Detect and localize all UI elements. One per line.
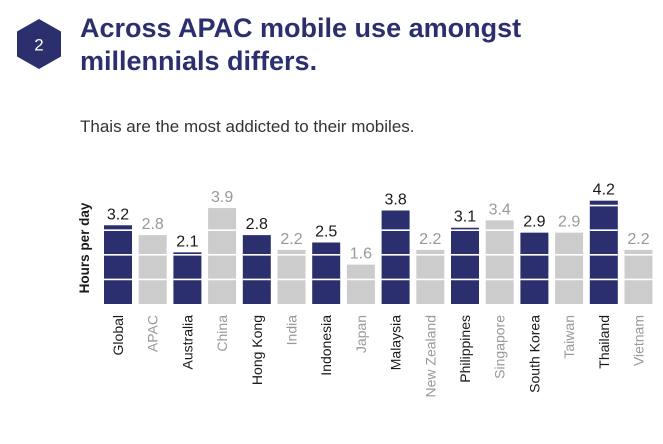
category-label: Hong Kong: [249, 315, 265, 385]
category-label: Global: [110, 315, 126, 355]
value-label: 2.2: [627, 231, 649, 248]
bar-china: [208, 208, 237, 304]
category-label: Malaysia: [388, 315, 404, 370]
bar-philippines: [451, 227, 479, 304]
value-label: 1.6: [350, 246, 372, 263]
category-label: New Zealand: [422, 315, 438, 398]
value-label: 4.2: [593, 182, 615, 199]
category-label: Australia: [179, 315, 195, 370]
value-label: 2.8: [246, 216, 268, 233]
value-label: 3.8: [384, 192, 406, 209]
bar-taiwan: [555, 232, 584, 304]
value-label: 2.9: [523, 214, 545, 231]
value-label: 2.1: [176, 233, 198, 250]
value-label: 2.2: [419, 231, 441, 248]
bar-vietnam: [624, 249, 653, 304]
bar-japan: [346, 264, 375, 304]
bar-australia: [173, 252, 202, 304]
category-label: Philippines: [457, 315, 473, 383]
bar-malaysia: [381, 210, 410, 304]
value-label: 2.8: [142, 216, 164, 233]
category-label: Taiwan: [561, 315, 577, 359]
category-label: Japan: [353, 315, 369, 353]
value-label: 3.2: [107, 206, 129, 223]
category-label: Thailand: [596, 315, 612, 369]
hexagon-icon: [17, 19, 61, 69]
bar-india: [277, 249, 306, 304]
page-title: Across APAC mobile use amongst millennia…: [80, 13, 522, 76]
category-label: China: [214, 315, 230, 352]
value-label: 3.4: [489, 201, 511, 218]
category-label: South Korea: [526, 315, 542, 393]
page-subtitle: Thais are the most addicted to their mob…: [80, 117, 415, 136]
value-label: 2.9: [558, 214, 580, 231]
value-label: 3.9: [211, 189, 233, 206]
section-number-badge: 2: [17, 19, 61, 69]
category-label: APAC: [145, 315, 161, 352]
bar-new-zealand: [416, 249, 445, 304]
category-label: Singapore: [492, 315, 508, 379]
bar-south-korea: [520, 232, 549, 304]
bar-global: [104, 225, 132, 304]
value-label: 2.2: [280, 231, 302, 248]
bar-thailand: [589, 200, 618, 304]
category-label: Indonesia: [318, 315, 334, 376]
bar-apac: [138, 235, 167, 304]
value-label: 2.5: [315, 224, 337, 241]
bar-hong-kong: [242, 235, 271, 304]
value-label: 3.1: [454, 209, 476, 226]
bar-singapore: [485, 220, 514, 304]
y-axis-label: Hours per day: [77, 202, 92, 293]
category-label: India: [284, 315, 300, 346]
section-number: 2: [34, 36, 43, 55]
category-label: Vietnam: [631, 315, 647, 366]
bar-indonesia: [312, 242, 341, 304]
